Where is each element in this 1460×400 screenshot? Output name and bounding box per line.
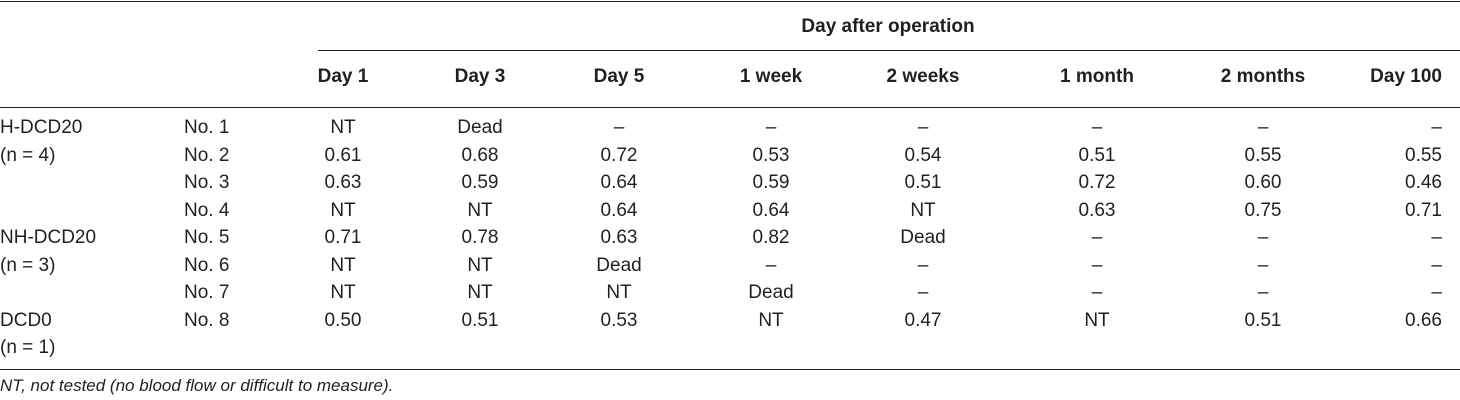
row-group-label: DCD0: [0, 309, 52, 331]
table-cell: –: [1091, 117, 1103, 138]
row-subject-label: No. 5: [184, 227, 230, 248]
table-cell: –: [1431, 282, 1442, 303]
table-cell: 0.50: [324, 309, 362, 331]
table-cell: NT: [606, 282, 632, 303]
column-header: 1 week: [739, 66, 803, 87]
table-cell: –: [765, 254, 777, 276]
table-cell: 0.71: [1405, 199, 1442, 221]
table-cell: 0.55: [1405, 144, 1442, 166]
table-cell: NT: [467, 282, 493, 303]
table-cell: 0.64: [600, 199, 638, 221]
table-cell: –: [1257, 227, 1269, 248]
table-cell: 0.54: [904, 144, 942, 166]
table-cell: –: [917, 117, 929, 138]
row-group-label: NH-DCD20: [0, 227, 97, 248]
row-subject-label: No. 8: [184, 309, 230, 331]
row-group-label: (n = 1): [0, 337, 56, 358]
table-cell: 0.68: [461, 144, 499, 166]
row-subject-label: No. 3: [184, 172, 230, 193]
bottom-rule: [0, 369, 1460, 370]
table-cell: –: [1091, 254, 1103, 276]
table-cell: 0.55: [1244, 144, 1282, 166]
table-cell: 0.61: [324, 144, 362, 166]
table-cell: 0.82: [752, 227, 790, 248]
table-cell: NT: [330, 199, 356, 221]
column-header: Day 1: [317, 66, 369, 87]
table-cell: NT: [467, 254, 493, 276]
row-group-label: (n = 3): [0, 254, 56, 276]
column-header: Day 100: [1370, 66, 1442, 87]
table-cell: NT: [330, 117, 356, 138]
table-cell: NT: [330, 254, 356, 276]
table-cell: –: [1091, 227, 1103, 248]
table-cell: 0.53: [600, 309, 638, 331]
table-cell: 0.71: [324, 227, 362, 248]
table-cell: 0.63: [324, 172, 362, 193]
table-cell: 0.51: [904, 172, 942, 193]
table-cell: NT: [467, 199, 493, 221]
top-rule: [0, 1, 1460, 2]
table-cell: 0.72: [600, 144, 638, 166]
table-cell: –: [1091, 282, 1103, 303]
table-cell: Dead: [748, 282, 794, 303]
table-cell: NT: [910, 199, 936, 221]
table-cell: 0.64: [600, 172, 638, 193]
footnote: NT, not tested (no blood flow or difficu…: [0, 376, 394, 395]
super-header-underline: [318, 50, 1460, 51]
column-header: 2 weeks: [886, 66, 960, 87]
column-header: Day 5: [593, 66, 645, 87]
table-cell: –: [1431, 117, 1442, 138]
table-cell: 0.72: [1078, 172, 1116, 193]
table-cell: –: [1257, 117, 1269, 138]
table-cell: 0.60: [1244, 172, 1282, 193]
row-subject-label: No. 4: [184, 199, 230, 221]
table-cell: 0.63: [1078, 199, 1116, 221]
column-header: 2 months: [1220, 66, 1306, 87]
table-cell: NT: [1084, 309, 1110, 331]
table-cell: 0.51: [1244, 309, 1282, 331]
table-cell: Dead: [900, 227, 946, 248]
table-cell: 0.51: [1078, 144, 1116, 166]
table-cell: Dead: [457, 117, 503, 138]
table-cell: 0.78: [461, 227, 499, 248]
table-cell: –: [1431, 254, 1442, 276]
row-subject-label: No. 1: [184, 117, 230, 138]
table-cell: –: [917, 282, 929, 303]
table-cell: 0.53: [752, 144, 790, 166]
row-group-label: (n = 4): [0, 144, 56, 166]
column-header: 1 month: [1060, 66, 1134, 87]
table-cell: 0.75: [1244, 199, 1282, 221]
table-cell: 0.46: [1405, 172, 1442, 193]
row-subject-label: No. 7: [184, 282, 230, 303]
table-cell: –: [1257, 282, 1269, 303]
table-cell: NT: [758, 309, 784, 331]
table-cell: 0.63: [600, 227, 638, 248]
table-cell: 0.64: [752, 199, 790, 221]
table-cell: 0.59: [752, 172, 790, 193]
table-cell: –: [765, 117, 777, 138]
table-cell: –: [917, 254, 929, 276]
table-cell: –: [1257, 254, 1269, 276]
table-cell: 0.47: [904, 309, 942, 331]
super-header: Day after operation: [801, 16, 975, 37]
header-rule: [0, 107, 1460, 108]
table-cell: 0.59: [461, 172, 499, 193]
row-group-label: H-DCD20: [0, 117, 83, 138]
column-header: Day 3: [454, 66, 506, 87]
table-cell: Dead: [596, 254, 642, 276]
table-cell: NT: [330, 282, 356, 303]
table-cell: 0.66: [1405, 309, 1442, 331]
table-cell: –: [613, 117, 625, 138]
row-subject-label: No. 6: [184, 254, 230, 276]
table-cell: –: [1431, 227, 1442, 248]
row-subject-label: No. 2: [184, 144, 230, 166]
table-cell: 0.51: [461, 309, 499, 331]
